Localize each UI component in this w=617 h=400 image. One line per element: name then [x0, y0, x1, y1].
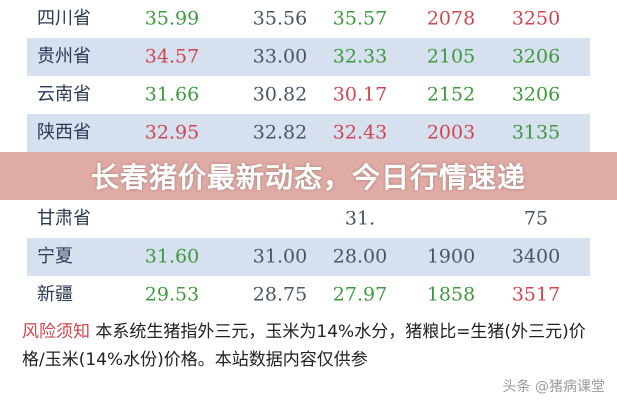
- price-cell: 3135: [511, 121, 561, 144]
- price-cell: 31.60: [144, 245, 200, 268]
- price-cell: 31.: [344, 207, 376, 230]
- price-cell: 28.75: [252, 283, 308, 306]
- price-cell: 3517: [511, 283, 561, 306]
- table-row: 云南省 31.66 30.82 30.17 2152 3206: [27, 76, 590, 114]
- price-cell: 32.95: [144, 121, 200, 144]
- table-row: 新疆 29.53 28.75 27.97 1858 3517: [27, 276, 590, 314]
- price-cell: 33.00: [252, 45, 308, 68]
- price-cell: 2105: [426, 45, 476, 68]
- province-name: 云南省: [37, 84, 91, 105]
- price-cell: 30.17: [332, 83, 388, 106]
- province-name: 甘肃省: [37, 208, 91, 229]
- price-cell: 35.56: [252, 7, 308, 30]
- province-name: 四川省: [37, 8, 91, 29]
- price-cell: 30.82: [252, 83, 308, 106]
- price-cell: 3250: [511, 7, 561, 30]
- watermark: 头条 @猪病课堂: [502, 379, 605, 395]
- table-row: 宁夏 31.60 31.00 28.00 1900 3400: [27, 238, 590, 276]
- title-banner: 长春猪价最新动态，今日行情速递: [0, 152, 617, 200]
- price-cell: 2152: [426, 83, 476, 106]
- table-row: 贵州省 34.57 33.00 32.33 2105 3206: [27, 38, 590, 76]
- price-cell: 27.97: [332, 283, 388, 306]
- banner-title: 长春猪价最新动态，今日行情速递: [90, 161, 526, 194]
- price-cell: 3206: [511, 45, 561, 68]
- province-name: 陕西省: [37, 122, 91, 143]
- price-cell: 32.82: [252, 121, 308, 144]
- province-name: 宁夏: [37, 246, 73, 267]
- price-cell: 31.66: [144, 83, 200, 106]
- price-cell: 28.00: [332, 245, 388, 268]
- risk-text: 本系统生猪指外三元，玉米为14%水分，猪粮比=生猪(外三元)价格/玉米(14%水…: [22, 322, 586, 370]
- price-cell: 34.57: [144, 45, 200, 68]
- price-cell: 31.00: [252, 245, 308, 268]
- risk-label: 风险须知: [22, 322, 90, 342]
- price-cell: 35.57: [332, 7, 388, 30]
- table-row: 四川省 35.99 35.56 35.57 2078 3250: [27, 0, 590, 38]
- price-cell: 2003: [426, 121, 476, 144]
- province-name: 贵州省: [37, 46, 91, 67]
- price-table: 四川省 35.99 35.56 35.57 2078 3250 贵州省 34.57 33.00 3…: [0, 0, 617, 314]
- price-cell: 32.43: [332, 121, 388, 144]
- price-cell: 2078: [426, 7, 476, 30]
- table-row: 甘肃省 31. 75: [27, 200, 590, 238]
- price-cell: 35.99: [144, 7, 200, 30]
- price-cell: 1900: [426, 245, 476, 268]
- province-name: 新疆: [37, 284, 73, 305]
- price-cell: 29.53: [144, 283, 200, 306]
- risk-notice: 风险须知 本系统生猪指外三元，玉米为14%水分，猪粮比=生猪(外三元)价格/玉米…: [22, 318, 602, 374]
- price-cell: 3400: [511, 245, 561, 268]
- price-cell: 3206: [511, 83, 561, 106]
- price-cell: 1858: [426, 283, 476, 306]
- price-cell: 32.33: [332, 45, 388, 68]
- price-cell: 75: [523, 207, 549, 230]
- table-row: 陕西省 32.95 32.82 32.43 2003 3135: [27, 114, 590, 152]
